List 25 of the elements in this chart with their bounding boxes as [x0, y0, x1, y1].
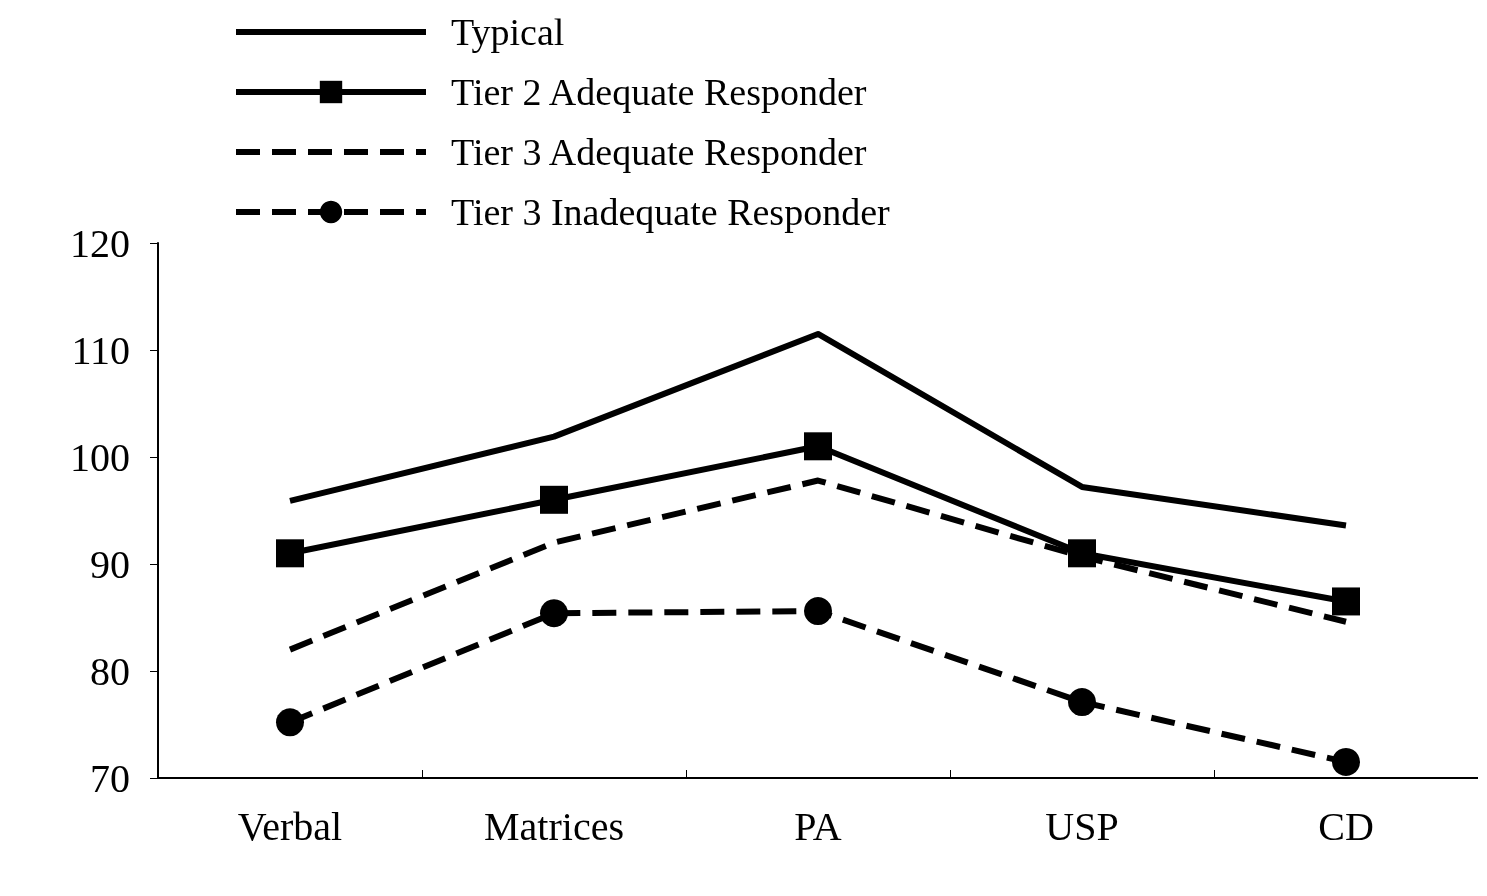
legend-label: Typical: [451, 11, 565, 53]
point: [1068, 688, 1096, 717]
y-tick-label: 110: [71, 327, 130, 373]
y-tick-label: 120: [70, 220, 130, 266]
x-tick-label: PA: [794, 803, 842, 849]
point: [276, 539, 304, 568]
legend-label: Tier 2 Adequate Responder: [451, 71, 867, 113]
x-tick-label: Verbal: [237, 803, 343, 849]
y-tick-label: 90: [90, 541, 130, 587]
point: [540, 485, 568, 514]
point: [1332, 587, 1360, 616]
x-tick-label: Matrices: [484, 803, 624, 849]
x-tick-label: USP: [1045, 803, 1119, 849]
x-tick-label: CD: [1318, 803, 1374, 849]
legend-label: Tier 3 Adequate Responder: [451, 131, 867, 173]
point: [804, 597, 832, 626]
point: [1068, 539, 1096, 568]
point: [1332, 747, 1360, 776]
point: [540, 599, 568, 628]
point: [276, 708, 304, 737]
y-tick-label: 70: [90, 755, 130, 801]
legend-label: Tier 3 Inadequate Responder: [451, 191, 890, 233]
point: [804, 432, 832, 461]
y-tick-label: 100: [70, 434, 130, 480]
y-tick-label: 80: [90, 648, 130, 694]
